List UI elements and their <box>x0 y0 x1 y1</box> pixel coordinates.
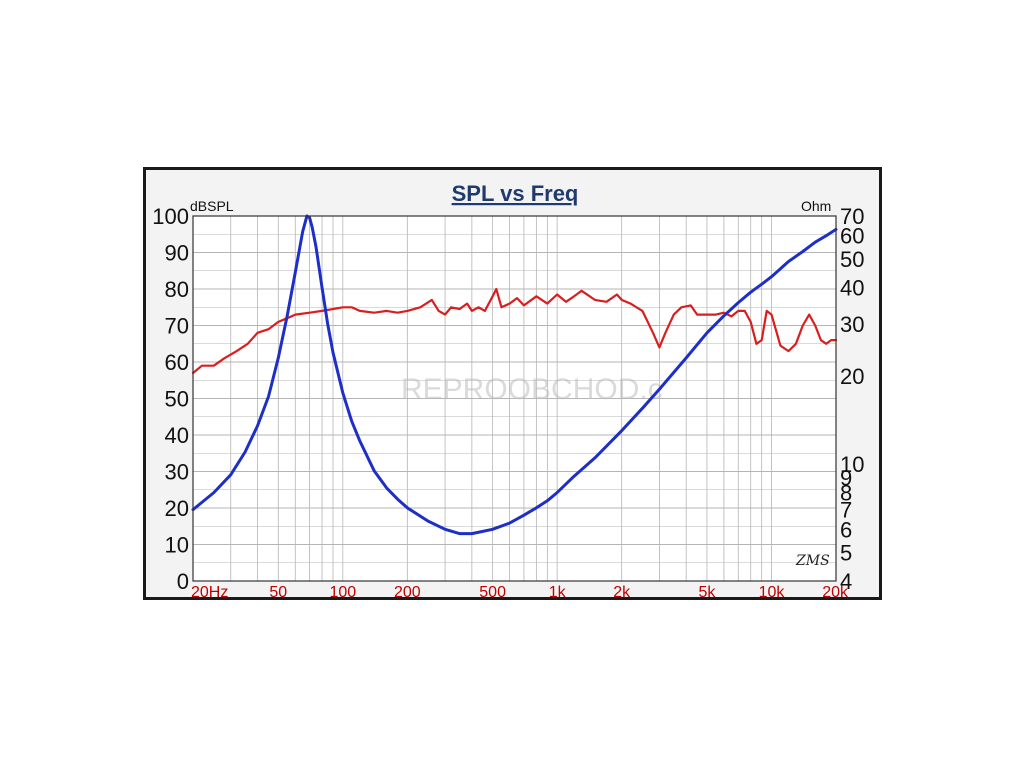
software-mark: ZMS <box>795 553 830 569</box>
y-left-tick-label: 70 <box>165 314 189 339</box>
spl-series-line <box>191 287 838 375</box>
y-right-tick-label: 20 <box>840 364 864 389</box>
y-left-tick-label: 40 <box>165 423 189 448</box>
grid-lines <box>192 216 837 581</box>
plot-border <box>192 215 837 582</box>
y-right-tick-label: 7 <box>840 498 852 523</box>
y-right-tick-label: 9 <box>840 466 852 491</box>
y-right-tick-label: 50 <box>840 247 864 272</box>
x-tick-label: 50 <box>269 584 287 597</box>
x-tick-label: 200 <box>394 584 421 597</box>
y-left-tick-label: 90 <box>165 241 189 266</box>
y-right-tick-label: 70 <box>840 204 864 229</box>
y-right-tick-label: 6 <box>840 517 852 542</box>
y-right-unit-label: Ohm <box>801 198 831 214</box>
x-tick-label: 2k <box>613 584 631 597</box>
series-layer <box>191 214 838 536</box>
chart-frame: REPROOBCHOD.c SPL vs Freq dBSPL Ohm ZMS … <box>143 167 882 600</box>
tick-labels: 0102030405060708090100456789102030405060… <box>152 204 864 597</box>
watermark-text: REPROOBCHOD.c <box>401 373 663 406</box>
y-right-tick-label: 40 <box>840 275 864 300</box>
y-left-tick-label: 20 <box>165 496 189 521</box>
x-tick-label: 10k <box>759 584 786 597</box>
y-right-tick-label: 10 <box>840 452 864 477</box>
y-right-tick-label: 5 <box>840 541 852 566</box>
y-left-tick-label: 100 <box>152 204 189 229</box>
y-left-tick-label: 30 <box>165 460 189 485</box>
x-tick-label: 5k <box>699 584 717 597</box>
chart-title: SPL vs Freq <box>452 181 579 206</box>
x-tick-label: 1k <box>549 584 567 597</box>
y-left-tick-label: 0 <box>177 569 189 594</box>
y-left-tick-label: 50 <box>165 387 189 412</box>
y-left-tick-label: 10 <box>165 533 189 558</box>
spl-vs-freq-chart: REPROOBCHOD.c SPL vs Freq dBSPL Ohm ZMS … <box>146 170 879 597</box>
x-tick-label: 100 <box>329 584 356 597</box>
impedance-series-line <box>191 214 838 536</box>
x-tick-label: 500 <box>479 584 506 597</box>
x-tick-label: 20k <box>822 584 849 597</box>
y-left-unit-label: dBSPL <box>190 198 234 214</box>
y-right-tick-label: 30 <box>840 312 864 337</box>
y-right-tick-label: 60 <box>840 224 864 249</box>
y-right-tick-label: 8 <box>840 481 852 506</box>
y-left-tick-label: 60 <box>165 350 189 375</box>
x-tick-label: 20Hz <box>191 584 228 597</box>
y-right-tick-label: 4 <box>840 569 852 594</box>
y-left-tick-label: 80 <box>165 277 189 302</box>
